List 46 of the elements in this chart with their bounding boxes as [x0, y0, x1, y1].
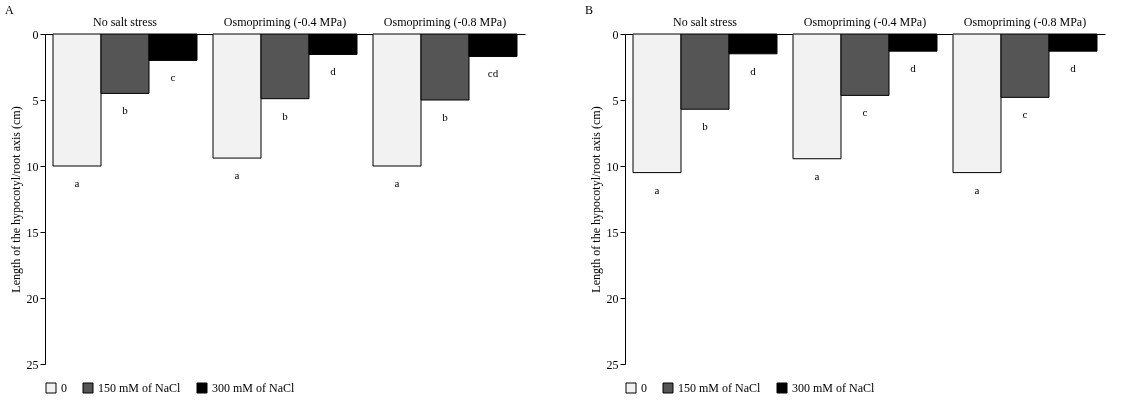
y-tick-label: 15	[26, 225, 39, 240]
y-tick-label: 25	[606, 357, 619, 372]
data-label: a	[394, 177, 400, 189]
y-tick-label: 0	[32, 27, 39, 42]
data-label: d	[330, 65, 337, 78]
data-label: b	[702, 120, 709, 133]
data-label: cd	[487, 67, 499, 80]
y-axis-title: Length of the hypocotyl/root axis (cm)	[588, 106, 603, 293]
data-label: d	[1070, 62, 1077, 75]
data-label: c	[170, 71, 176, 84]
data-label: c	[1022, 108, 1028, 121]
y-tick-label: 20	[26, 291, 39, 306]
y-tick-label: 0	[612, 27, 619, 42]
legend-label: 150 mM of NaCl	[678, 381, 761, 395]
x-tick-label: Osmopriming (-0.4 MPa)	[223, 14, 347, 29]
data-label: a	[234, 169, 240, 182]
x-tick-label: Osmopriming (-0.8 MPa)	[963, 14, 1087, 29]
x-tick-label: No salt stress	[93, 14, 158, 29]
data-label: a	[654, 183, 660, 196]
y-tick-label: 15	[606, 225, 619, 240]
data-label: a	[74, 177, 80, 189]
chart-title: A	[5, 3, 14, 17]
chart-title: B	[585, 3, 594, 17]
legend-label: 300 mM of NaCl	[212, 381, 295, 395]
data-label: b	[122, 104, 129, 117]
legend-label: 300 mM of NaCl	[792, 381, 875, 395]
data-label: d	[910, 62, 917, 75]
y-tick-label: 10	[26, 159, 39, 174]
x-tick-label: Osmopriming (-0.8 MPa)	[383, 14, 507, 29]
data-label: b	[442, 111, 449, 123]
data-label: a	[974, 183, 980, 196]
legend-label: 0	[641, 381, 647, 395]
data-label: c	[862, 106, 868, 119]
y-tick-label: 5	[32, 93, 39, 108]
data-label: a	[814, 169, 820, 182]
y-tick-label: 5	[612, 93, 619, 108]
data-label: d	[750, 64, 757, 77]
legend-label: 0	[61, 381, 67, 395]
y-tick-label: 20	[606, 291, 619, 306]
data-label: b	[282, 109, 289, 122]
x-tick-label: No salt stress	[673, 14, 738, 29]
y-tick-label: 10	[606, 159, 619, 174]
x-tick-label: Osmopriming (-0.4 MPa)	[803, 14, 927, 29]
legend-label: 150 mM of NaCl	[98, 381, 181, 395]
y-tick-label: 25	[26, 357, 39, 372]
y-axis-title: Length of the hypocotyl/root axis (cm)	[8, 106, 23, 293]
